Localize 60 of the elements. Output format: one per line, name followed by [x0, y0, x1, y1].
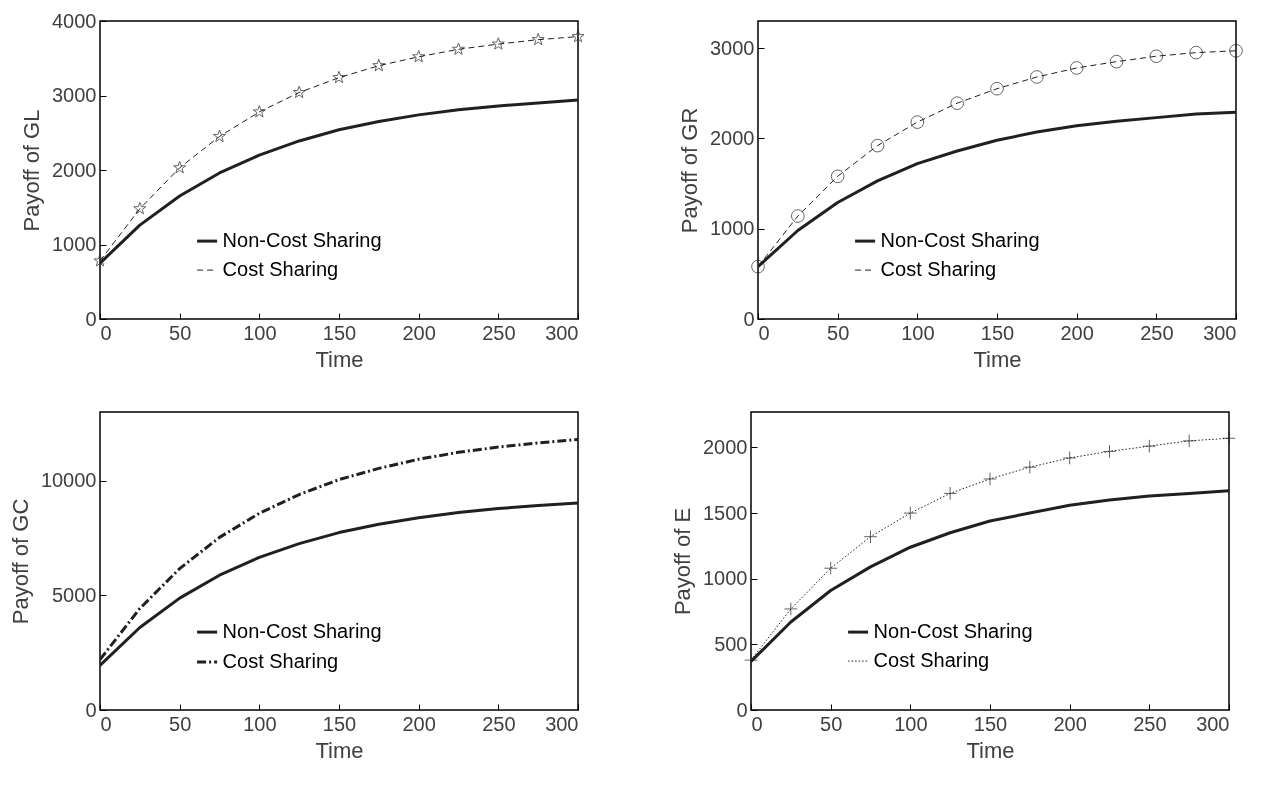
x-tick-label: 100 [243, 712, 277, 735]
legend-label: Non-Cost Sharing [222, 229, 382, 252]
x-tick-label: 250 [482, 712, 516, 735]
y-tick-label: 0 [736, 698, 748, 721]
x-tick-label: 100 [894, 712, 928, 735]
y-tick-label: 2000 [52, 158, 97, 181]
y-tick-label: 1000 [52, 233, 97, 255]
x-tick-label: 150 [980, 321, 1015, 344]
x-tick-label: 50 [827, 321, 850, 344]
x-tick-label: 300 [1196, 712, 1230, 735]
y-tick-label: 0 [85, 307, 97, 330]
x-tick-label: 150 [322, 712, 357, 735]
x-tick-label: 200 [402, 712, 436, 735]
x-tick-label: 0 [100, 712, 112, 735]
y-tick-label: 3000 [710, 36, 755, 59]
legend-label: Cost Sharing [873, 649, 990, 672]
y-tick-label: 0 [85, 698, 97, 721]
x-axis-title: Time [315, 346, 364, 372]
x-axis-title: Time [973, 346, 1022, 372]
y-tick-label: 1500 [703, 501, 748, 524]
x-tick-label: 100 [243, 321, 277, 344]
x-tick-label: 50 [169, 712, 192, 735]
x-tick-label: 300 [1203, 321, 1237, 344]
x-tick-label: 300 [545, 712, 579, 735]
x-tick-label: 250 [1133, 712, 1167, 735]
x-axis-title: Time [315, 737, 364, 763]
x-tick-label: 50 [169, 321, 192, 344]
x-tick-label: 0 [100, 321, 112, 344]
y-tick-label: 1000 [703, 567, 748, 590]
x-tick-label: 300 [545, 321, 579, 344]
y-tick-label: 1000 [710, 217, 755, 240]
x-axis-title: Time [966, 737, 1015, 763]
x-tick-label: 250 [482, 321, 516, 344]
legend-label: Non-Cost Sharing [873, 620, 1033, 643]
x-tick-label: 0 [758, 321, 770, 344]
y-axis-title: Payoff of E [670, 507, 696, 616]
y-tick-label: 10000 [40, 469, 97, 492]
y-axis-title: Payoff of GR [677, 107, 703, 234]
y-tick-label: 3000 [52, 84, 97, 106]
y-tick-label: 2000 [703, 435, 748, 458]
x-tick-label: 200 [1060, 321, 1094, 344]
y-tick-label: 5000 [52, 583, 97, 606]
x-tick-label: 100 [901, 321, 935, 344]
x-tick-label: 150 [973, 712, 1008, 735]
legend-label: Cost Sharing [880, 258, 997, 281]
y-tick-label: 4000 [52, 9, 97, 32]
legend-label: Non-Cost Sharing [222, 620, 382, 643]
legend-label: Non-Cost Sharing [880, 229, 1040, 252]
y-tick-label: 0 [743, 307, 755, 330]
legend-label: Cost Sharing [222, 650, 339, 673]
x-tick-label: 150 [322, 321, 357, 344]
legend-label: Cost Sharing [222, 258, 339, 281]
x-tick-label: 200 [1053, 712, 1087, 735]
y-tick-label: 2000 [710, 126, 755, 149]
x-tick-label: 200 [402, 321, 436, 344]
x-tick-label: 50 [820, 712, 843, 735]
y-axis-title: Payoff of GL [19, 109, 45, 232]
y-tick-label: 500 [714, 632, 748, 655]
x-tick-label: 250 [1140, 321, 1174, 344]
y-axis-title: Payoff of GC [7, 498, 33, 625]
